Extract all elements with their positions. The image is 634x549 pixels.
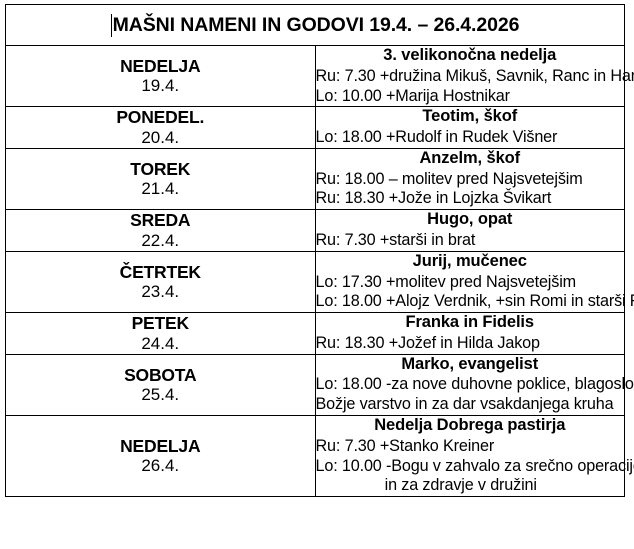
day-cell: ČETRTEK 23.4.: [5, 250, 316, 314]
feast-name: Anzelm, škof: [419, 148, 521, 167]
day-cell: PONEDEL. 20.4.: [5, 106, 316, 149]
schedule-row: PONEDEL. 20.4. Teotim, škof Lo: 18.00 +Rudo…: [5, 106, 625, 149]
mass-entry: Ru: 18.00 – molitev pred Najsvetejšim: [315, 169, 583, 188]
day-name: ČETRTEK: [119, 261, 201, 282]
schedule-row: SOBOTA 25.4. Marko, evangelist Lo: 18.00 -z…: [5, 353, 634, 417]
mass-entry: Ru: 7.30 +Stanko Kreiner: [315, 436, 495, 455]
day-date: 25.4.: [141, 385, 180, 405]
day-name: PONEDEL.: [116, 107, 205, 128]
detail-cell: 3. velikonočna nedelja Ru: 7.30 +družina …: [314, 44, 634, 108]
day-date: 22.4.: [141, 230, 180, 250]
day-name: TOREK: [130, 158, 191, 179]
mass-entry: Ru: 7.30 +družina Mikuš, Savnik, Ranc in…: [315, 66, 634, 85]
day-date: 24.4.: [141, 333, 180, 353]
mass-entry: Lo: 18.00 -za nove duhovne poklice, blag…: [315, 375, 634, 394]
feast-name: Franka in Fidelis: [405, 313, 534, 332]
page-title: MAŠNI NAMENI IN GODOVI 19.4. – 26.4.2026: [110, 13, 520, 37]
day-cell: PETEK 24.4.: [5, 312, 316, 355]
mass-entry: Lo: 17.30 +molitev pred Najsvetejšim: [315, 272, 577, 291]
title-row: MAŠNI NAMENI IN GODOVI 19.4. – 26.4.2026: [5, 4, 625, 46]
day-name: SOBOTA: [124, 364, 197, 385]
day-date: 19.4.: [141, 76, 180, 96]
feast-name: 3. velikonočna nedelja: [383, 46, 557, 64]
day-date: 20.4.: [141, 127, 180, 147]
detail-cell: Hugo, opat Ru: 7.30 +starši in brat: [314, 209, 625, 252]
day-cell: NEDELJA 19.4.: [5, 44, 316, 108]
detail-cell: Teotim, škof Lo: 18.00 +Rudolf in Rudek V…: [314, 106, 625, 149]
schedule-body: MAŠNI NAMENI IN GODOVI 19.4. – 26.4.2026…: [5, 4, 634, 498]
mass-entry: Ru: 18.30 +Jože in Lojzka Švikart: [315, 189, 552, 208]
day-cell: TOREK 21.4.: [5, 147, 316, 211]
mass-entry: Lo: 10.00 -Bogu v zahvalo za srečno oper…: [315, 456, 634, 475]
detail-cell: Franka in Fidelis Ru: 18.30 +Jožef in Hil…: [314, 312, 625, 355]
feast-name: Nedelja Dobrega pastirja: [374, 416, 566, 434]
detail-cell: Jurij, mučenec Lo: 17.30 +molitev pred Na…: [314, 250, 634, 314]
day-cell: NEDELJA 26.4.: [5, 414, 316, 498]
schedule-row: PETEK 24.4. Franka in Fidelis Ru: 18.30 +Jo…: [5, 312, 625, 355]
mass-entry: Lo: 18.00 +Rudolf in Rudek Višner: [315, 128, 558, 147]
mass-entry: Lo: 18.00 +Alojz Verdnik, +sin Romi in s…: [315, 292, 634, 311]
day-name: PETEK: [131, 313, 190, 334]
detail-cell: Marko, evangelist Lo: 18.00 -za nove duho…: [314, 353, 634, 417]
feast-name: Marko, evangelist: [401, 354, 539, 373]
day-cell: SREDA 22.4.: [5, 209, 316, 252]
day-name: NEDELJA: [120, 55, 201, 76]
mass-entry: Lo: 10.00 +Marija Hostnikar: [315, 86, 511, 105]
feast-name: Teotim, škof: [422, 107, 518, 126]
day-name: NEDELJA: [120, 435, 201, 456]
day-name: SREDA: [130, 210, 191, 231]
schedule-row: NEDELJA 19.4. 3. velikonočna nedelja Ru: 7.…: [5, 44, 634, 108]
mass-entry: in za zdravje v družini: [384, 476, 537, 495]
day-date: 26.4.: [141, 456, 180, 476]
feast-name: Hugo, opat: [427, 210, 513, 229]
day-date: 21.4.: [141, 179, 180, 199]
day-date: 23.4.: [141, 282, 180, 302]
schedule-row: ČETRTEK 23.4. Jurij, mučenec Lo: 17.30 +mol…: [5, 250, 634, 314]
feast-name: Jurij, mučenec: [412, 251, 527, 270]
mass-schedule-table: MAŠNI NAMENI IN GODOVI 19.4. – 26.4.2026…: [5, 4, 634, 498]
schedule-row: SREDA 22.4. Hugo, opat Ru: 7.30 +starši in …: [5, 209, 625, 252]
title-cell: MAŠNI NAMENI IN GODOVI 19.4. – 26.4.2026: [5, 4, 625, 46]
mass-entry: Ru: 7.30 +starši in brat: [315, 231, 476, 250]
schedule-row: TOREK 21.4. Anzelm, škof Ru: 18.00 – molite…: [5, 147, 625, 211]
mass-entry: Ru: 18.30 +Jožef in Hilda Jakop: [315, 333, 541, 352]
detail-cell: Nedelja Dobrega pastirja Ru: 7.30 +Stanko…: [314, 414, 634, 498]
mass-entry: Božje varstvo in za dar vsakdanjega kruh…: [315, 395, 614, 414]
day-cell: SOBOTA 25.4.: [5, 353, 316, 417]
schedule-row: NEDELJA 26.4. Nedelja Dobrega pastirja Ru: …: [5, 414, 634, 498]
detail-cell: Anzelm, škof Ru: 18.00 – molitev pred Naj…: [314, 147, 625, 211]
